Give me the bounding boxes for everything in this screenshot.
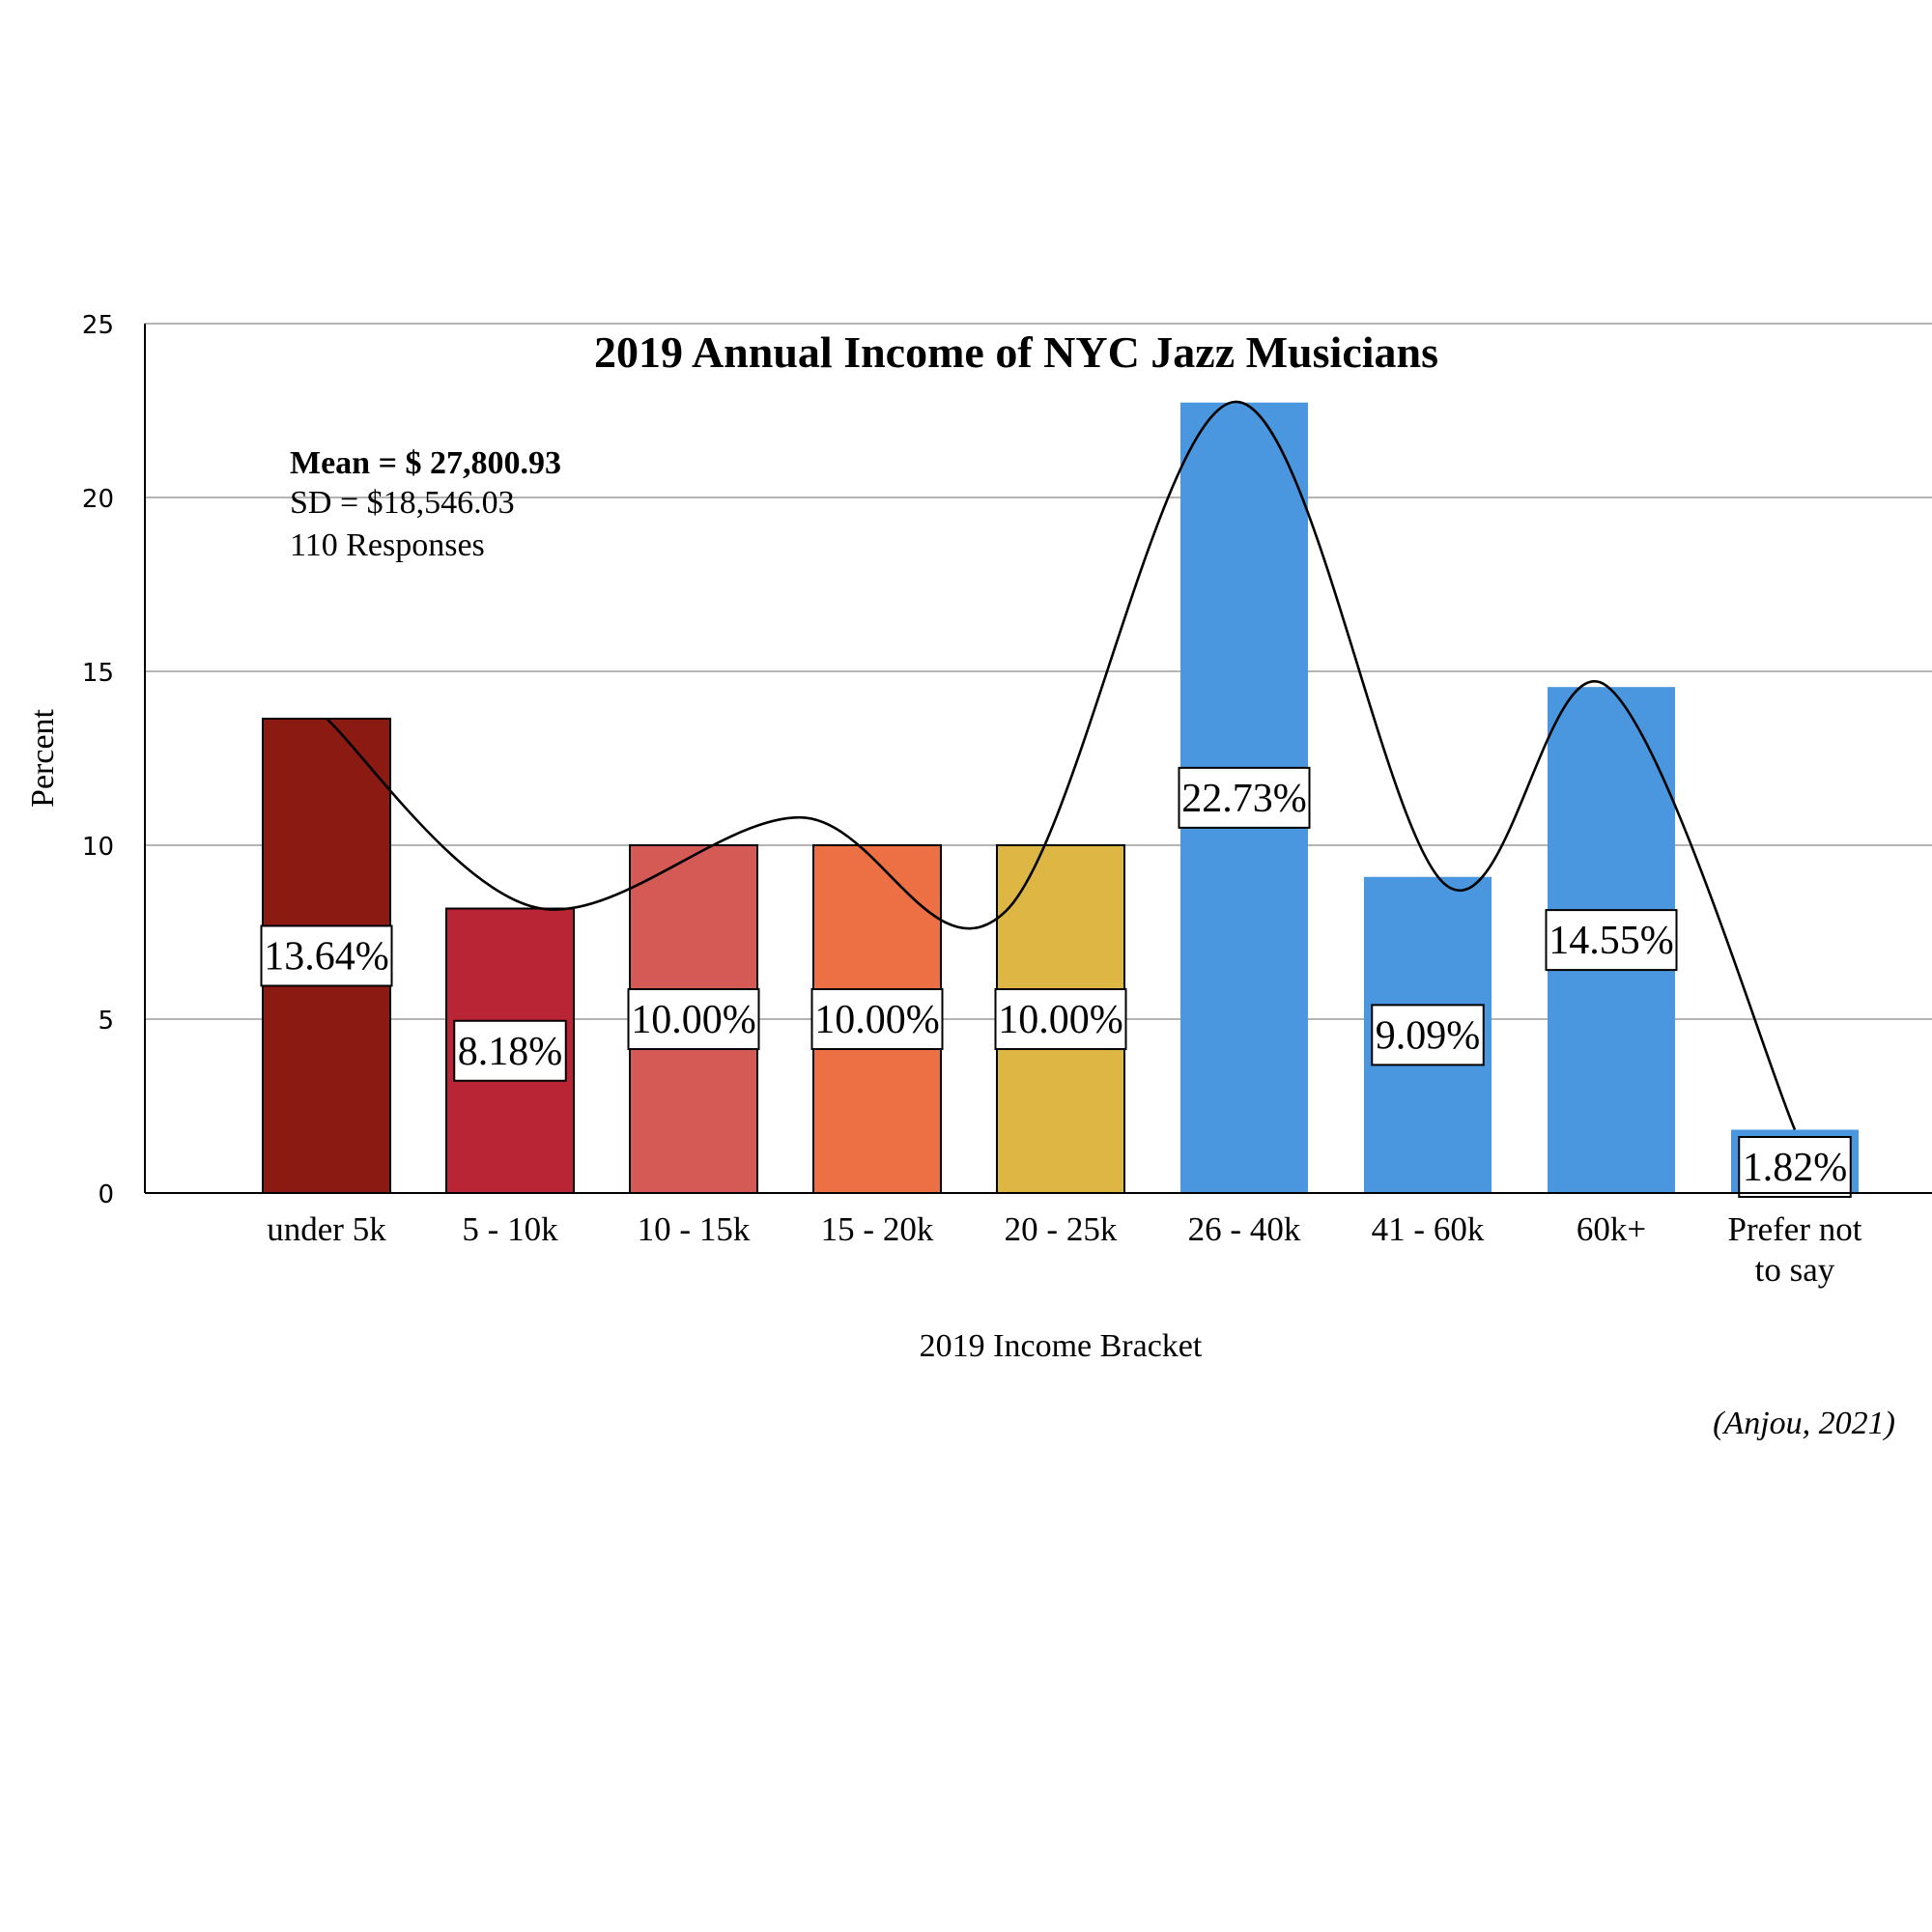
- x-tick-label: 10 - 15k: [638, 1210, 751, 1248]
- x-tick-label: 60k+: [1577, 1210, 1646, 1248]
- y-tick-label: 10: [82, 833, 114, 862]
- x-tick-label: 5 - 10k: [462, 1210, 558, 1248]
- data-label: 1.82%: [1743, 1146, 1848, 1190]
- distribution-curve: [326, 400, 1797, 1130]
- data-label: 22.73%: [1181, 777, 1307, 821]
- data-label-box: [1371, 1004, 1485, 1066]
- data-label: 9.09%: [1376, 1013, 1481, 1058]
- mean-annotation: Mean = $ 27,800.93: [290, 445, 561, 481]
- source-citation: (Anjou, 2021): [1713, 1406, 1895, 1441]
- x-tick-label: to say: [1755, 1251, 1835, 1289]
- data-label: 10.00%: [998, 998, 1123, 1042]
- data-label: 13.64%: [264, 934, 389, 979]
- x-tick-label: 26 - 40k: [1188, 1210, 1301, 1248]
- x-tick-label: 41 - 60k: [1372, 1210, 1485, 1248]
- y-tick-label: 20: [82, 485, 114, 514]
- y-tick-label: 0: [98, 1180, 114, 1209]
- x-tick-label: 20 - 25k: [1005, 1210, 1118, 1248]
- data-label-box: [810, 988, 944, 1050]
- data-label-box: [453, 1019, 567, 1082]
- data-labels: 13.64% 8.18% 10.00% 10.00% 10.00% 22.73% 9.09%…: [260, 766, 1852, 1198]
- data-label-box: [1738, 1136, 1852, 1198]
- y-tick-label: 15: [82, 659, 114, 688]
- data-label: 14.55%: [1548, 919, 1674, 963]
- x-tick-label: Prefer not: [1728, 1210, 1862, 1248]
- y-axis-label: Percent: [25, 708, 61, 808]
- data-label-box: [260, 924, 393, 987]
- responses-annotation: 110 Responses: [290, 527, 485, 563]
- x-tick-label: 15 - 20k: [821, 1210, 934, 1248]
- x-axis-label: 2019 Income Bracket: [920, 1328, 1203, 1364]
- data-label-box: [1178, 766, 1311, 829]
- chart-title: 2019 Annual Income of NYC Jazz Musicians: [594, 327, 1438, 377]
- axes: 0 5 10 15 20 25 under 5k 5 - 10k 10 - 15k 15 - 20…: [82, 311, 1932, 1289]
- x-tick-label: under 5k: [267, 1210, 386, 1248]
- data-label-box: [1545, 909, 1678, 972]
- sd-annotation: SD = $18,546.03: [290, 485, 515, 521]
- trend-curve: [326, 400, 1797, 1130]
- data-label-box: [627, 988, 760, 1050]
- data-label: 10.00%: [814, 998, 940, 1042]
- data-label: 10.00%: [631, 998, 756, 1042]
- data-label: 8.18%: [458, 1030, 563, 1074]
- y-tick-label: 25: [82, 311, 114, 340]
- data-label-box: [994, 988, 1127, 1050]
- y-tick-label: 5: [98, 1007, 114, 1036]
